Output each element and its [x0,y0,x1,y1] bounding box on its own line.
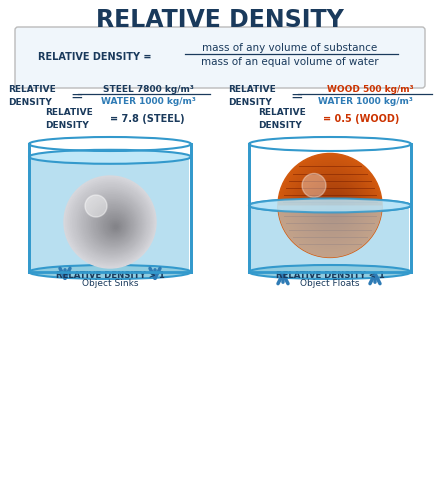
Circle shape [90,202,136,248]
Text: RELATIVE
DENSITY: RELATIVE DENSITY [258,108,306,130]
Circle shape [318,192,349,224]
Circle shape [314,189,352,227]
Circle shape [97,208,131,242]
Text: =: = [70,88,83,104]
Text: RELATIVE DENSITY > 1: RELATIVE DENSITY > 1 [55,271,165,279]
Circle shape [302,173,326,197]
Circle shape [299,174,365,240]
Circle shape [64,176,156,268]
Circle shape [85,195,107,217]
Circle shape [73,184,149,261]
Text: WATER 1000 kg/m³: WATER 1000 kg/m³ [318,96,412,106]
Text: mass of any volume of substance: mass of any volume of substance [202,43,378,53]
Circle shape [278,154,382,257]
Bar [251,205,409,272]
Circle shape [93,205,133,245]
Circle shape [282,157,379,254]
Text: WATER 1000 kg/m³: WATER 1000 kg/m³ [101,96,195,106]
Text: RELATIVE DENSITY =: RELATIVE DENSITY = [38,52,152,62]
Text: Object Floats: Object Floats [300,278,360,288]
Text: RELATIVE DENSITY < 1: RELATIVE DENSITY < 1 [275,271,385,279]
Circle shape [95,206,132,243]
Ellipse shape [29,265,191,279]
Circle shape [85,196,140,252]
Circle shape [295,170,368,243]
Text: WOOD 500 kg/m³: WOOD 500 kg/m³ [326,84,413,94]
Circle shape [83,195,141,253]
Text: =: = [290,88,303,104]
Circle shape [287,163,374,250]
Circle shape [76,188,147,258]
Circle shape [107,218,123,234]
Circle shape [280,156,381,256]
Bar [31,157,189,272]
Circle shape [71,183,150,263]
Circle shape [106,217,124,235]
Circle shape [100,212,128,240]
Circle shape [67,180,153,265]
Circle shape [111,222,120,231]
Circle shape [322,196,346,221]
Circle shape [329,204,340,214]
Circle shape [308,183,357,232]
Circle shape [316,191,351,226]
Text: RELATIVE DENSITY: RELATIVE DENSITY [96,8,344,32]
Text: RELATIVE
DENSITY: RELATIVE DENSITY [228,85,276,107]
Text: Object Sinks: Object Sinks [82,278,138,288]
Circle shape [293,168,370,245]
Text: STEEL 7800 kg/m³: STEEL 7800 kg/m³ [103,84,194,94]
Circle shape [87,198,139,250]
Circle shape [69,181,152,264]
Circle shape [297,172,367,241]
Circle shape [284,159,377,252]
Circle shape [286,161,376,251]
Ellipse shape [249,265,411,279]
Text: RELATIVE
DENSITY: RELATIVE DENSITY [8,85,56,107]
Text: mass of an equal volume of water: mass of an equal volume of water [201,57,379,67]
Circle shape [301,176,363,238]
Circle shape [78,190,145,257]
Circle shape [104,215,125,237]
Circle shape [74,186,148,260]
Circle shape [80,192,144,256]
Circle shape [312,187,354,228]
Circle shape [327,202,341,216]
Circle shape [99,210,129,240]
Circle shape [320,194,348,222]
Circle shape [303,178,362,237]
Circle shape [291,167,371,246]
Circle shape [307,181,359,233]
Circle shape [88,200,137,249]
Circle shape [310,185,356,230]
Circle shape [333,207,337,211]
Circle shape [304,180,360,235]
Wedge shape [278,205,382,257]
Ellipse shape [249,198,411,213]
Circle shape [66,178,155,266]
Text: = 7.8 (STEEL): = 7.8 (STEEL) [110,114,185,124]
Circle shape [326,200,343,217]
Circle shape [81,193,143,254]
Circle shape [114,225,117,228]
FancyBboxPatch shape [15,27,425,88]
Circle shape [331,206,338,213]
Text: RELATIVE
DENSITY: RELATIVE DENSITY [45,108,93,130]
Circle shape [323,198,345,219]
Text: = 0.5 (WOOD): = 0.5 (WOOD) [323,114,400,124]
Circle shape [102,214,127,238]
Circle shape [109,220,121,232]
Circle shape [113,224,119,230]
Circle shape [290,165,373,248]
Ellipse shape [249,198,411,213]
Ellipse shape [29,150,191,164]
Circle shape [92,203,135,246]
